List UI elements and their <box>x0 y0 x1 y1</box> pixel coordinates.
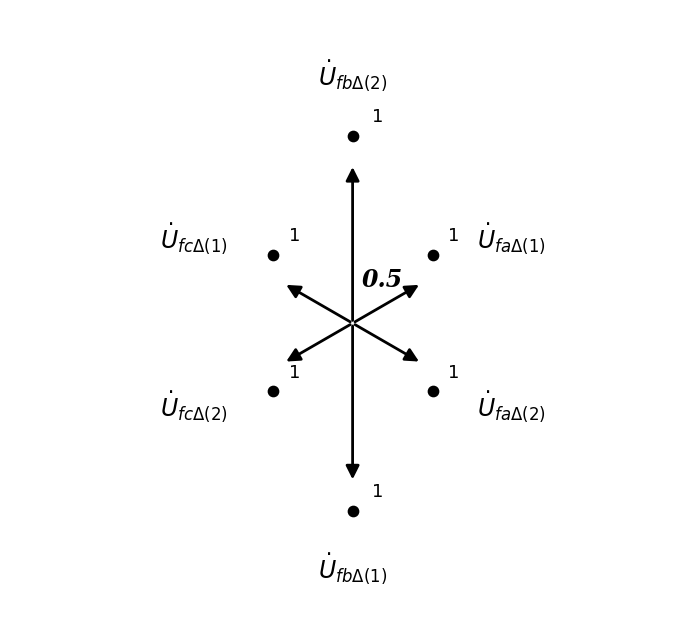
Point <box>427 387 438 397</box>
Point <box>347 506 358 516</box>
Text: 1: 1 <box>372 483 383 501</box>
Text: 0.5: 0.5 <box>362 268 403 292</box>
Text: 1: 1 <box>372 108 383 126</box>
Text: $\dot{U}_{fb\Delta(2)}$: $\dot{U}_{fb\Delta(2)}$ <box>318 59 387 94</box>
Text: 1: 1 <box>449 364 460 382</box>
Text: 1: 1 <box>449 227 460 246</box>
Point <box>267 387 278 397</box>
Text: $\dot{U}_{fa\Delta(2)}$: $\dot{U}_{fa\Delta(2)}$ <box>477 390 546 425</box>
Text: $\dot{U}_{fa\Delta(1)}$: $\dot{U}_{fa\Delta(1)}$ <box>477 221 546 257</box>
Text: $\dot{U}_{fc\Delta(1)}$: $\dot{U}_{fc\Delta(1)}$ <box>160 221 228 257</box>
Point <box>347 131 358 141</box>
Point <box>427 250 438 260</box>
Text: $\dot{U}_{fb\Delta(1)}$: $\dot{U}_{fb\Delta(1)}$ <box>318 552 387 588</box>
Text: $\dot{U}_{fc\Delta(2)}$: $\dot{U}_{fc\Delta(2)}$ <box>160 390 228 425</box>
Text: 1: 1 <box>288 364 300 382</box>
Point <box>267 250 278 260</box>
Text: 1: 1 <box>288 227 300 246</box>
